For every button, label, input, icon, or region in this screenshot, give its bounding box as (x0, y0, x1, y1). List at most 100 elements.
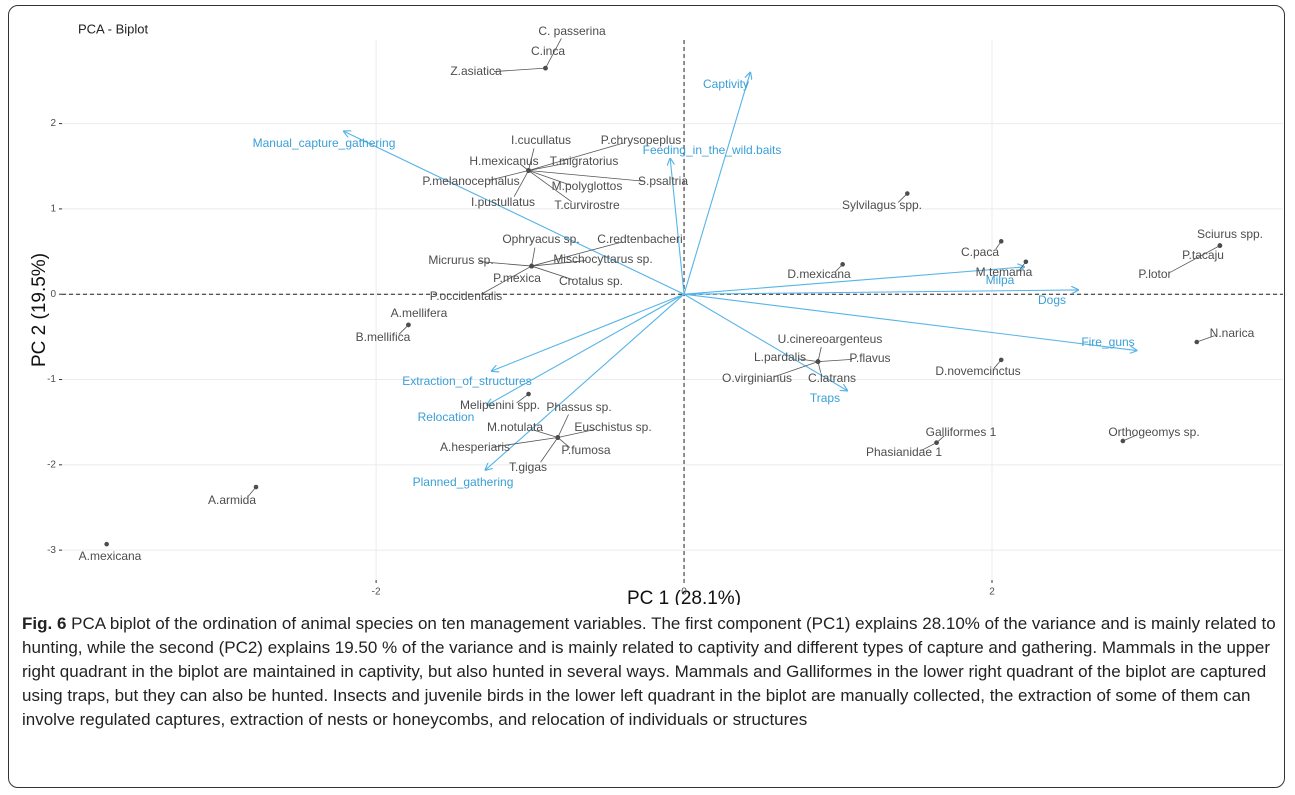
x-tick-label: -2 (372, 587, 381, 598)
species-label: A.armida (208, 493, 256, 507)
label-connector (478, 261, 532, 267)
label-connector (557, 428, 596, 438)
chart: PCA - Biplot PC 1 (28.1%) PC 2 (19.5%) -… (29, 21, 1283, 605)
species-label: Phassus sp. (546, 400, 611, 414)
species-point (1217, 243, 1223, 248)
label-connector (557, 437, 571, 448)
arrow-label: Planned_gathering (413, 475, 514, 489)
species-label: I.pustullatus (471, 195, 535, 209)
label-connector (532, 429, 558, 438)
caption: Fig. 6 PCA biplot of the ordination of a… (22, 612, 1277, 732)
x-axis-label: PC 1 (28.1%) (627, 588, 741, 605)
species-label: Crotalus sp. (559, 274, 623, 288)
label-connector (531, 241, 623, 267)
label-connector (797, 358, 819, 363)
species-label: D.novemcinctus (935, 364, 1020, 378)
species-point (815, 359, 821, 364)
species-label: L.pardalis (754, 350, 806, 364)
species-point (529, 263, 534, 269)
label-connector (545, 38, 562, 69)
y-tick-label: -1 (47, 374, 56, 385)
species-label: N.narica (1210, 326, 1255, 340)
species-label: P.tacaju (1182, 248, 1224, 262)
loading-arrow (683, 293, 1137, 350)
label-connector (516, 393, 529, 404)
species-label: P.mexica (493, 271, 541, 285)
species-point (1194, 339, 1200, 345)
label-connector (528, 170, 570, 186)
species-label: Phasianidae 1 (866, 445, 942, 459)
species-point (104, 541, 109, 547)
label-connector (513, 170, 529, 197)
y-tick-label: 0 (50, 289, 56, 300)
arrow-label: Extraction_of_structures (402, 374, 531, 388)
species-point (526, 168, 531, 173)
loading-arrow (684, 267, 1024, 295)
label-connector (774, 361, 819, 378)
species-label: Orthogeomys sp. (1108, 425, 1199, 439)
species-label: P.flavus (849, 351, 890, 365)
arrow-label: Dogs (1038, 293, 1066, 307)
arrow-label: Traps (810, 391, 840, 405)
label-connector (528, 148, 535, 171)
loading-arrow (485, 293, 685, 470)
species-label: Melipenini spp. (460, 398, 540, 412)
label-connector (528, 162, 567, 171)
label-connector (531, 265, 574, 281)
species-point (543, 65, 548, 71)
label-connector (482, 265, 532, 294)
species-point (998, 357, 1004, 363)
y-axis-label: PC 2 (19.5%) (29, 253, 50, 367)
species-label: P.melanocephalus (422, 174, 519, 188)
species-point (253, 484, 259, 490)
loading-arrow (684, 290, 1078, 295)
species-point (406, 322, 411, 328)
species-label: M.polyglottos (552, 179, 623, 193)
arrow-label: Milpa (986, 273, 1015, 287)
loading-arrow (487, 293, 685, 405)
label-connector (817, 346, 822, 362)
label-connector (492, 437, 558, 448)
species-point (998, 239, 1004, 244)
y-tick-label: 1 (50, 204, 56, 215)
species-point (526, 391, 531, 397)
species-label: B.mellifica (356, 330, 411, 344)
species-label: Mischocyttarus sp. (553, 252, 652, 266)
species-label: Galliformes 1 (926, 425, 997, 439)
species-label: A.mellifera (391, 306, 448, 320)
label-connector (528, 170, 572, 203)
x-tick-label: 2 (989, 587, 995, 598)
y-tick-label: -2 (47, 459, 56, 470)
chart-title: PCA - Biplot (78, 21, 148, 36)
loading-arrow (683, 72, 750, 295)
arrow-label: Manual_capture_gathering (253, 136, 396, 150)
label-connector (1171, 245, 1221, 273)
species-label: P.occidentalis (430, 289, 503, 303)
label-connector (531, 260, 586, 267)
species-label: P.lotor (1138, 267, 1171, 281)
species-label: A.hesperiaris (440, 440, 510, 454)
species-point (555, 435, 561, 440)
species-point (905, 191, 910, 196)
label-connector (817, 359, 853, 363)
arrow-label: Captivity (703, 77, 749, 91)
label-connector (557, 414, 569, 438)
caption-text: PCA biplot of the ordination of animal s… (22, 614, 1276, 729)
label-connector (493, 67, 546, 72)
species-label: Z.asiatica (450, 64, 502, 78)
species-label: M.temama (976, 265, 1033, 279)
species-point (1120, 438, 1126, 444)
arrow-label: Fire_guns (1081, 335, 1134, 349)
species-label: I.cucullatus (511, 133, 571, 147)
species-point (934, 440, 939, 445)
caption-label: Fig. 6 (22, 614, 67, 633)
species-label: C.latrans (808, 371, 856, 385)
label-connector (531, 247, 536, 267)
y-tick-label: -3 (47, 545, 56, 556)
species-label: O.virginianus (722, 371, 792, 385)
label-connector (920, 442, 937, 451)
species-label: Sciurus spp. (1197, 227, 1263, 241)
arrow-label: Feeding_in_the_wild.baits (643, 143, 782, 157)
species-label: A.mexicana (79, 549, 142, 563)
